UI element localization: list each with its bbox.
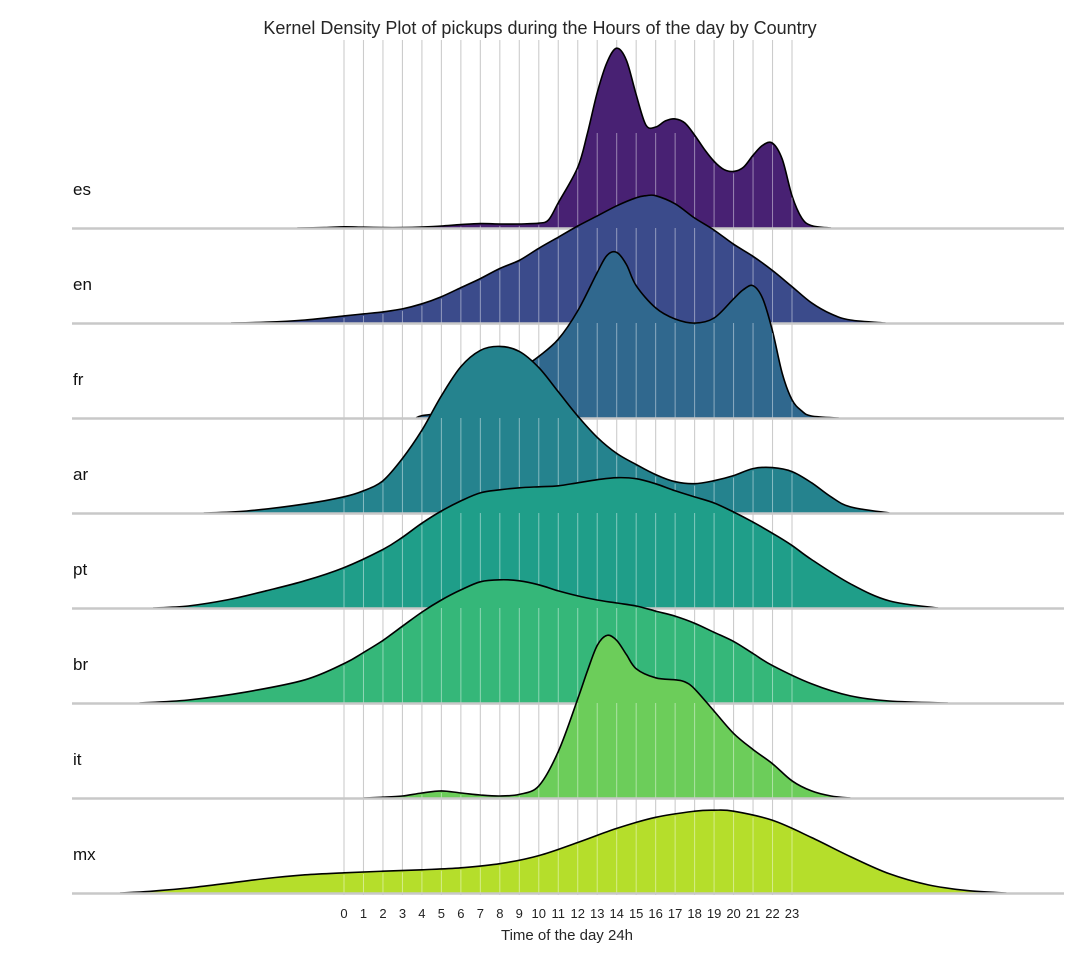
ridge-outline-br	[139, 578, 948, 704]
ridge-es: es	[72, 47, 1064, 230]
ridge-fill-mx	[120, 810, 1007, 893]
x-tick-12: 12	[571, 906, 585, 921]
x-tick-22: 22	[765, 906, 779, 921]
ridge-outline-en	[230, 194, 886, 324]
x-tick-0: 0	[340, 906, 347, 921]
ridges-layer: es en fr ar pt br it mx	[72, 47, 1064, 895]
x-tick-14: 14	[609, 906, 623, 921]
ridge-fill-br	[139, 579, 948, 703]
ridge-ar: ar	[72, 345, 1064, 515]
ridge-label-ar: ar	[73, 465, 88, 484]
ridge-label-mx: mx	[73, 845, 96, 864]
x-tick-13: 13	[590, 906, 604, 921]
x-tick-15: 15	[629, 906, 643, 921]
x-tick-16: 16	[648, 906, 662, 921]
x-tick-20: 20	[726, 906, 740, 921]
ridge-fill-ar	[203, 346, 890, 513]
x-axis-label: Time of the day 24h	[501, 927, 633, 944]
x-tick-labels: 0 1 2 3 4 5 6 7 8 9 10 11 12 13 14 15 16 17 18 19 20 21 22 23	[340, 906, 799, 921]
x-tick-21: 21	[746, 906, 760, 921]
ridge-label-pt: pt	[73, 560, 87, 579]
x-tick-2: 2	[379, 906, 386, 921]
ridge-outline-pt	[153, 476, 939, 609]
ridge-label-en: en	[73, 275, 92, 294]
ridge-label-it: it	[73, 750, 82, 769]
x-tick-5: 5	[438, 906, 445, 921]
ridge-outline-it	[363, 634, 851, 799]
ridge-mx: mx	[72, 809, 1064, 895]
x-tick-6: 6	[457, 906, 464, 921]
ridge-outline-ar	[203, 345, 890, 514]
ridge-label-fr: fr	[73, 370, 84, 389]
ridge-it: it	[72, 634, 1064, 800]
ridge-outline-mx	[119, 809, 1007, 894]
ridge-fill-it	[363, 635, 851, 798]
x-tick-23: 23	[785, 906, 799, 921]
x-tick-8: 8	[496, 906, 503, 921]
x-tick-9: 9	[516, 906, 523, 921]
ridge-outline-es	[297, 47, 832, 229]
ridge-fill-en	[231, 195, 886, 323]
x-tick-19: 19	[707, 906, 721, 921]
ridge-label-es: es	[73, 180, 91, 199]
ridge-pt: pt	[72, 476, 1064, 610]
ridge-fill-es	[297, 48, 831, 228]
ridge-label-br: br	[73, 655, 88, 674]
x-tick-7: 7	[477, 906, 484, 921]
ridge-br: br	[72, 578, 1064, 705]
x-tick-11: 11	[552, 906, 566, 921]
chart-title: Kernel Density Plot of pickups during th…	[263, 18, 816, 38]
x-tick-3: 3	[399, 906, 406, 921]
x-tick-1: 1	[360, 906, 367, 921]
x-tick-18: 18	[687, 906, 701, 921]
x-tick-10: 10	[532, 906, 546, 921]
x-tick-4: 4	[418, 906, 425, 921]
x-tick-17: 17	[668, 906, 682, 921]
ridge-fill-pt	[153, 477, 939, 608]
